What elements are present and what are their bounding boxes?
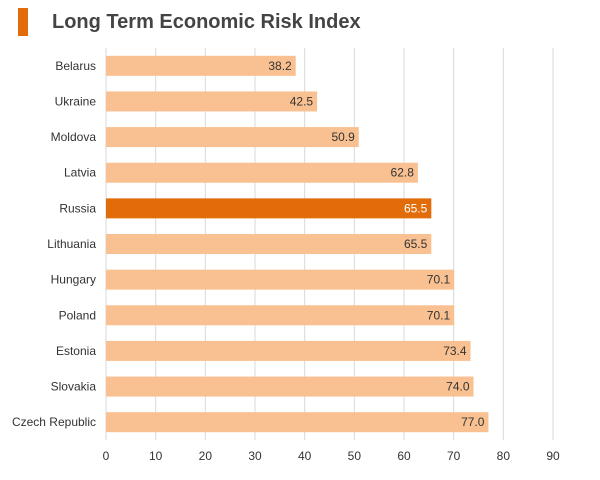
category-label: Ukraine	[55, 94, 97, 108]
bar-estonia	[106, 340, 471, 361]
data-label: 70.1	[427, 308, 451, 322]
data-label: 77.0	[461, 415, 485, 429]
bar-belarus	[106, 55, 296, 76]
category-label: Latvia	[64, 166, 96, 180]
category-label: Estonia	[56, 344, 96, 358]
x-tick-label: 60	[397, 449, 411, 463]
x-tick-label: 40	[298, 449, 312, 463]
bar-moldova	[106, 127, 359, 148]
category-label: Russia	[59, 201, 96, 215]
bar-poland	[106, 305, 455, 326]
data-label: 74.0	[446, 380, 470, 394]
x-tick-label: 80	[497, 449, 511, 463]
x-tick-label: 0	[103, 449, 110, 463]
category-label: Lithuania	[47, 237, 96, 251]
category-label: Hungary	[51, 273, 96, 287]
chart-title: Long Term Economic Risk Index	[52, 11, 361, 33]
bar-czech-republic	[106, 412, 489, 433]
category-label: Belarus	[55, 59, 96, 73]
title-accent-bar	[18, 8, 28, 36]
bar-lithuania	[106, 234, 432, 254]
x-tick-label: 30	[248, 449, 262, 463]
x-tick-label: 20	[199, 449, 213, 463]
category-label: Czech Republic	[12, 415, 96, 429]
data-label: 62.8	[391, 166, 415, 180]
bar-latvia	[106, 162, 418, 183]
x-tick-label: 10	[149, 449, 163, 463]
bar-russia	[106, 198, 432, 219]
data-label: 73.4	[443, 344, 467, 358]
category-label: Poland	[59, 308, 96, 322]
data-label: 50.9	[331, 130, 355, 144]
x-tick-label: 50	[348, 449, 362, 463]
category-label: Slovakia	[51, 380, 97, 394]
data-label: 70.1	[427, 273, 451, 287]
data-label: 65.5	[404, 201, 428, 215]
bar-slovakia	[106, 376, 474, 397]
category-label: Moldova	[51, 130, 97, 144]
data-label: 42.5	[290, 94, 314, 108]
x-tick-label: 70	[447, 449, 461, 463]
bar-hungary	[106, 269, 455, 290]
data-label: 65.5	[404, 237, 428, 251]
bar-ukraine	[106, 91, 318, 112]
x-tick-label: 90	[546, 449, 560, 463]
data-label: 38.2	[268, 59, 292, 73]
